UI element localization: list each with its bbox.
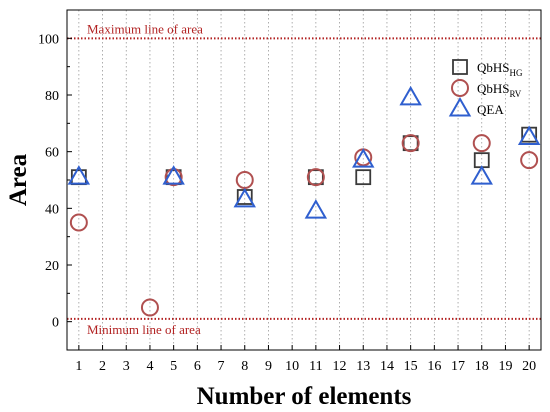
legend-entry-label: QEA [477,102,504,117]
x-tick-label: 18 [475,359,489,374]
axis-ticks: 1 2 3 4 5 6 7 8 9 10 11 12 13 14 15 16 17 18 19 20020406080… [38,9,536,374]
x-tick-label: 7 [218,359,225,374]
y-axis-title: Area [5,153,32,206]
x-tick-label: 8 [241,359,248,374]
y-tick-label: 100 [38,32,59,47]
x-tick-label: 20 [522,359,536,374]
reference-lines: Maximum line of area Minimum line of area [67,21,541,337]
x-tick-label: 9 [265,359,272,374]
plot-frame [66,9,542,351]
circle-point [401,134,420,153]
x-tick-label: 4 [146,359,153,374]
legend-entry-label: QbHSHG [477,60,523,78]
y-tick-label: 20 [45,259,59,274]
reference-line-label: Maximum line of area [87,21,203,36]
y-tick-label: 40 [45,202,59,217]
triangle-point [67,165,91,185]
circle-point [520,151,539,170]
reference-line-label: Minimum line of area [87,322,201,337]
legend-triangle-icon [448,96,472,117]
legend-entry-label: QbHSRV [477,81,522,99]
triangle-point [233,187,256,208]
y-tick-label: 60 [45,146,59,161]
circle-point [306,168,325,187]
legend-square-icon [452,59,468,75]
x-tick-label: 5 [170,359,177,374]
x-tick-label: 12 [333,359,347,374]
x-tick-label: 16 [427,359,441,374]
circle-point [472,134,491,153]
circle-point [69,213,88,232]
triangle-point [304,199,328,219]
triangle-point [517,125,541,145]
y-tick-label: 80 [45,89,59,104]
grid-layer [78,10,530,350]
x-tick-label: 6 [194,359,201,374]
x-tick-label: 11 [309,359,322,374]
square-point [355,169,372,186]
y-tick-label: 0 [52,316,59,331]
circle-point [140,298,159,317]
triangle-point [352,148,375,168]
triangle-point [399,85,422,106]
x-tick-label: 3 [123,359,130,374]
x-tick-label: 14 [380,359,394,374]
triangle-point [470,165,493,185]
x-tick-label: 17 [451,359,465,374]
legend-circle-icon [451,79,469,97]
triangle-point [162,165,185,185]
legend: QbHSHG QbHSRV QEA [448,59,523,117]
x-tick-label: 2 [99,359,106,374]
data-points [67,85,541,317]
x-tick-label: 13 [356,359,370,374]
x-tick-label: 15 [404,359,418,374]
x-tick-label: 10 [285,359,299,374]
x-tick-label: 19 [498,359,512,374]
x-tick-label: 1 [75,359,82,374]
x-axis-title: Number of elements [197,383,412,410]
